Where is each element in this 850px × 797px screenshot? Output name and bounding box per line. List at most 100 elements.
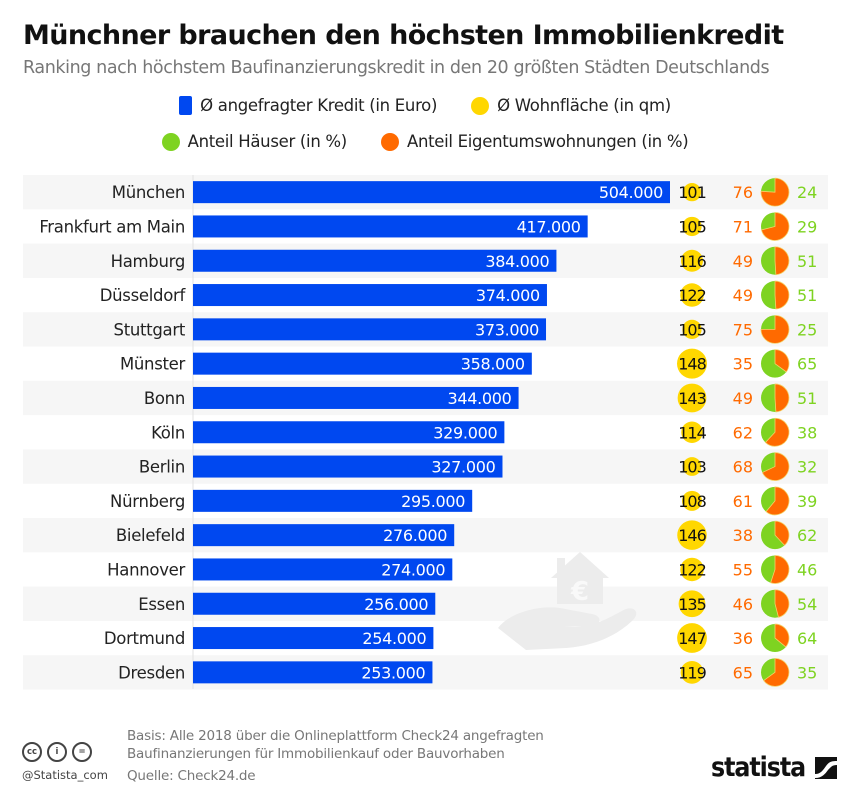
legend-label-credit: Ø angefragter Kredit (in Euro) — [200, 96, 438, 115]
chart-title: Münchner brauchen den höchsten Immobilie… — [23, 20, 784, 51]
area-circle — [681, 421, 703, 443]
legend-swatch-apartments — [380, 132, 399, 151]
apartments-share-label: 76 — [733, 183, 753, 202]
houses-share-label: 35 — [797, 663, 817, 682]
area-value-label: 122 — [678, 286, 706, 305]
houses-share-label: 39 — [797, 492, 817, 511]
table-row: Berlin 327.000 103 68 32 — [139, 452, 817, 481]
legend-label-area: Ø Wohnfläche (in qm) — [497, 96, 671, 115]
category-label: Dresden — [118, 663, 185, 682]
table-row: Essen 256.000 135 46 54 — [138, 589, 817, 618]
bar-value-label: 256.000 — [364, 595, 428, 614]
pie-apartments-slice — [774, 349, 790, 373]
area-value-label: 105 — [678, 320, 706, 339]
pie-apartments-slice — [765, 486, 790, 516]
category-label: Düsseldorf — [100, 286, 187, 305]
area-value-label: 101 — [678, 183, 706, 202]
apartments-share-label: 35 — [733, 355, 753, 374]
category-label: Köln — [151, 423, 185, 442]
table-row: Dortmund 254.000 147 36 64 — [104, 623, 817, 653]
houses-share-label: 65 — [797, 355, 817, 374]
statista-handle[interactable]: @Statista_com — [22, 768, 108, 782]
category-label: Hannover — [107, 560, 185, 579]
table-row: Düsseldorf 374.000 122 49 51 — [100, 280, 817, 310]
table-row: Köln 329.000 114 62 38 — [151, 417, 817, 447]
bar[interactable] — [193, 284, 547, 307]
area-value-label: 122 — [678, 560, 706, 579]
bar[interactable] — [193, 524, 455, 547]
pie-apartments-slice — [760, 314, 790, 344]
bar[interactable] — [193, 421, 505, 444]
category-label: Nürnberg — [110, 492, 185, 511]
bar[interactable] — [193, 661, 433, 684]
bar-value-label: 276.000 — [383, 526, 447, 545]
area-value-label: 114 — [678, 423, 706, 442]
hand-holding-house-euro-icon: € — [498, 552, 637, 650]
apartments-share-label: 36 — [733, 629, 753, 648]
chart-subtitle: Ranking nach höchstem Baufinanzierungskr… — [23, 58, 770, 78]
table-row: Bielefeld 276.000 146 38 62 — [116, 520, 817, 550]
area-value-label: 146 — [678, 526, 706, 545]
statista-logo-icon — [814, 756, 837, 779]
pie-apartments-slice — [761, 452, 790, 481]
houses-share-label: 46 — [797, 560, 817, 579]
bar[interactable] — [193, 181, 670, 204]
category-label: Münster — [120, 355, 186, 374]
area-circle — [682, 183, 702, 202]
table-row: Bonn 344.000 143 49 51 — [144, 383, 817, 413]
category-label: Bielefeld — [116, 526, 185, 545]
table-row: Dresden 253.000 119 65 35 — [118, 657, 817, 687]
area-circle — [682, 216, 702, 237]
bar[interactable] — [193, 352, 532, 375]
apartments-share-label: 49 — [733, 286, 753, 305]
bar[interactable] — [193, 455, 503, 478]
bar[interactable] — [193, 386, 519, 409]
bar[interactable] — [193, 627, 434, 650]
bar-value-label: 358.000 — [461, 355, 525, 374]
category-label: Stuttgart — [114, 320, 186, 339]
area-circle — [681, 249, 703, 272]
bar[interactable] — [193, 318, 547, 341]
table-row: Münster 358.000 148 35 65 — [120, 348, 817, 379]
bar[interactable] — [193, 215, 588, 238]
statista-logo[interactable]: statista — [711, 752, 837, 783]
houses-share-label: 32 — [797, 458, 817, 477]
bar-value-label: 344.000 — [447, 389, 511, 408]
pie-apartments-slice — [770, 555, 790, 584]
apartments-share-label: 71 — [733, 217, 753, 236]
footer-source: Quelle: Check24.de — [127, 768, 256, 784]
table-row: München 504.000 101 76 24 — [112, 177, 817, 207]
pie-apartments-slice — [774, 246, 790, 276]
area-circle — [677, 623, 707, 653]
no-derivatives-icon: = — [72, 742, 92, 762]
apartments-share-label: 55 — [733, 560, 753, 579]
area-value-label: 143 — [678, 389, 706, 408]
pie-apartments-slice — [774, 623, 790, 648]
bar-value-label: 329.000 — [433, 423, 497, 442]
area-circle — [680, 557, 704, 582]
legend-item-apartments: Anteil Eigentumswohnungen (in %) — [380, 132, 689, 151]
euro-glyph: € — [570, 577, 589, 607]
bar[interactable] — [193, 249, 557, 272]
footer-basis-line-2: Baufinanzierungen für Immobilienkauf ode… — [127, 746, 505, 762]
houses-share-label: 64 — [797, 629, 817, 648]
apartments-share-label: 65 — [733, 663, 753, 682]
legend-row-1: Ø angefragter Kredit (in Euro) Ø Wohnflä… — [0, 96, 850, 115]
bar[interactable] — [193, 489, 473, 512]
table-row: Hamburg 384.000 116 49 51 — [111, 246, 817, 276]
area-value-label: 116 — [678, 252, 706, 271]
houses-share-label: 54 — [797, 595, 817, 614]
category-label: Dortmund — [104, 629, 185, 648]
area-value-label: 108 — [678, 492, 706, 511]
apartments-share-label: 62 — [733, 423, 753, 442]
footer-basis-line-1: Basis: Alle 2018 über die Onlineplattfor… — [127, 728, 544, 744]
bar[interactable] — [193, 558, 453, 581]
bar-value-label: 417.000 — [517, 217, 581, 236]
bar-value-label: 295.000 — [401, 492, 465, 511]
bar[interactable] — [193, 592, 436, 615]
chart-canvas: € München 504.000 101 76 24 Frankfurt am Main… — [39, 175, 818, 689]
area-circle — [678, 590, 706, 618]
legend-swatch-area — [471, 96, 490, 115]
houses-share-label: 51 — [797, 286, 817, 305]
houses-share-label: 29 — [797, 217, 817, 236]
